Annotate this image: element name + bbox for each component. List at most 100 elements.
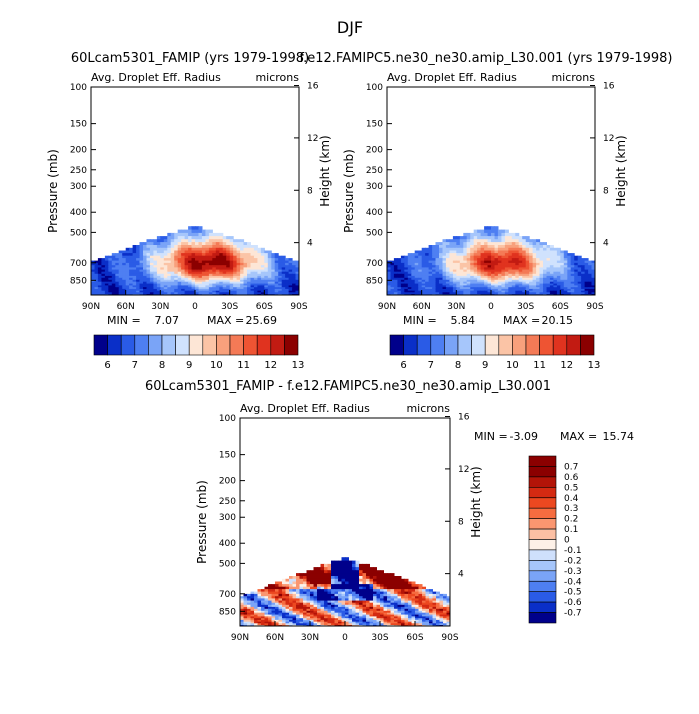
heatmap-cell: [459, 245, 464, 249]
heatmap-cell: [146, 258, 151, 261]
heatmap-cell: [362, 619, 367, 623]
heatmap-cell: [591, 262, 596, 266]
heatmap-cell: [108, 260, 113, 264]
heatmap-cell: [369, 604, 374, 608]
heatmap-cell: [446, 623, 451, 626]
heatmap-cell: [556, 277, 561, 281]
heatmap-cell: [139, 273, 144, 277]
heatmap-cell: [443, 598, 447, 602]
heatmap-cell: [428, 290, 433, 293]
heatmap-cell: [466, 247, 471, 251]
heatmap-cell: [470, 265, 475, 268]
heatmap-cell: [208, 258, 213, 261]
heatmap-cell: [352, 578, 356, 582]
heatmap-cell: [163, 239, 168, 243]
heatmap-cell: [115, 255, 120, 259]
heatmap-cell: [146, 290, 151, 293]
heatmap-cell: [313, 602, 318, 606]
heatmap-cell: [394, 616, 398, 619]
heatmap-cell: [397, 602, 402, 606]
heatmap-cell: [418, 262, 423, 266]
heatmap-cell: [452, 271, 457, 275]
heatmap-cell: [359, 621, 363, 624]
heatmap-cell: [136, 281, 141, 285]
heatmap-cell: [445, 260, 450, 264]
heatmap-cell: [428, 281, 433, 285]
heatmap-cell: [243, 262, 248, 266]
heatmap-cell: [303, 614, 307, 617]
heatmap-cell: [310, 621, 314, 624]
heatmap-cell: [515, 283, 520, 286]
heatmap-cell: [442, 275, 447, 279]
heatmap-cell: [233, 288, 238, 292]
heatmap-cell: [355, 576, 360, 580]
heatmap-cell: [491, 239, 495, 243]
heatmap-cell: [229, 292, 234, 295]
colorbar-label: 0.3: [564, 504, 578, 514]
heatmap-cell: [436, 623, 440, 626]
heatmap-cell: [501, 229, 506, 234]
heatmap-cell: [414, 250, 419, 254]
heatmap-cell: [422, 621, 426, 624]
heatmap-cell: [153, 288, 158, 292]
heatmap-cell: [404, 602, 409, 606]
heatmap-cell: [584, 275, 589, 279]
heatmap-cell: [170, 255, 175, 259]
heatmap-cell: [341, 619, 346, 623]
heatmap-cell: [439, 608, 444, 612]
heatmap-cell: [153, 255, 158, 259]
heatmap-cell: [278, 265, 283, 268]
heatmap-cell: [459, 277, 464, 281]
heatmap-cell: [345, 557, 349, 562]
heatmap-cell: [452, 281, 457, 285]
heatmap-cell: [546, 269, 551, 273]
heatmap-cell: [104, 290, 109, 293]
heatmap-cell: [111, 281, 116, 285]
heatmap-cell: [429, 589, 433, 592]
heatmap-cell: [432, 623, 437, 626]
heatmap-cell: [306, 619, 311, 623]
heatmap-cell: [289, 616, 293, 619]
heatmap-cell: [494, 262, 499, 266]
heatmap-cell: [233, 271, 238, 275]
heatmap-cell: [282, 602, 286, 606]
heatmap-cell: [529, 265, 534, 268]
heatmap-cell: [264, 604, 269, 608]
heatmap-cell: [341, 612, 346, 616]
heatmap-cell: [418, 292, 423, 295]
heatmap-cell: [470, 275, 475, 279]
max-label: MAX =: [560, 430, 597, 443]
heatmap-cell: [240, 250, 245, 254]
y2-axis-label: Height (km): [614, 135, 628, 206]
heatmap-cell: [501, 255, 506, 259]
heatmap-cell: [581, 273, 586, 277]
heatmap-cell: [473, 292, 478, 295]
heatmap-cell: [184, 271, 189, 275]
heatmap-cell: [497, 279, 502, 283]
heatmap-cell: [212, 245, 217, 249]
heatmap-cell: [167, 242, 172, 246]
heatmap-cell: [198, 239, 203, 243]
heatmap-cell: [146, 262, 151, 266]
heatmap-cell: [285, 621, 290, 624]
heatmap-cell: [334, 591, 339, 595]
heatmap-cell: [191, 245, 196, 249]
heatmap-cell: [456, 265, 461, 268]
heatmap-cell: [484, 271, 489, 275]
heatmap-cell: [529, 285, 534, 288]
heatmap-cell: [292, 612, 297, 616]
heatmap-cell: [292, 614, 297, 617]
heatmap-cell: [404, 288, 409, 292]
heatmap-cell: [149, 253, 154, 257]
heatmap-cell: [380, 598, 384, 602]
heatmap-cell: [439, 614, 444, 617]
heatmap-cell: [408, 606, 412, 610]
heatmap-cell: [219, 275, 224, 279]
heatmap-cell: [422, 616, 426, 619]
heatmap-cell: [543, 285, 547, 288]
heatmap-cell: [139, 275, 144, 279]
heatmap-cell: [508, 267, 513, 271]
heatmap-cell: [125, 250, 130, 254]
x-tick-label: 60N: [117, 302, 135, 312]
heatmap-cell: [327, 598, 332, 602]
